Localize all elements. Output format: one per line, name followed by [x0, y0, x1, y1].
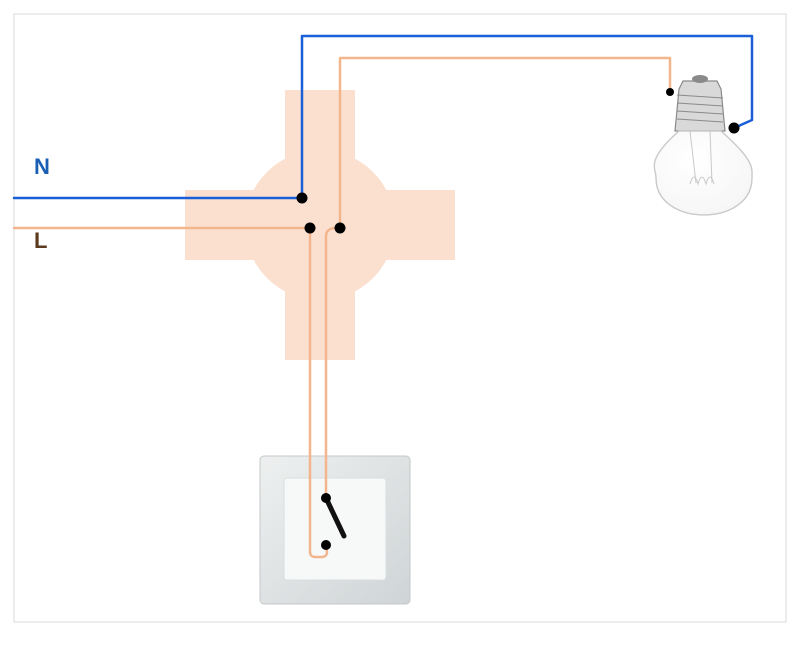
bulb-tip	[692, 75, 708, 83]
n-switch-top	[321, 493, 331, 503]
n-neutral-junction	[297, 193, 308, 204]
live-label: L	[34, 228, 47, 253]
neutral-label: N	[34, 154, 50, 179]
n-switch-bottom	[321, 540, 331, 550]
switch-rocker[interactable]	[284, 478, 386, 580]
n-bulb-left-terminal	[666, 88, 674, 96]
wiring-diagram: NL	[0, 0, 800, 663]
n-live-junction-right	[335, 223, 346, 234]
wall-switch[interactable]	[260, 456, 410, 604]
n-bulb-right-terminal	[729, 123, 740, 134]
n-live-junction-left	[305, 223, 316, 234]
